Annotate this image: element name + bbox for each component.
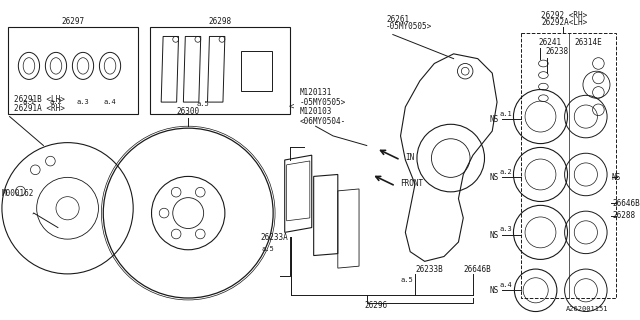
Text: 26233B: 26233B xyxy=(415,265,443,274)
Bar xyxy=(521,33,616,298)
Text: A262001151: A262001151 xyxy=(566,306,608,312)
Text: 26300: 26300 xyxy=(177,107,200,116)
Text: 26238: 26238 xyxy=(545,47,568,56)
Bar xyxy=(8,27,138,114)
Text: 26291A <RH>: 26291A <RH> xyxy=(15,104,65,113)
Text: 26261: 26261 xyxy=(386,15,409,24)
Text: a.5: a.5 xyxy=(401,277,413,283)
Text: a.5: a.5 xyxy=(196,101,209,107)
Text: a.4: a.4 xyxy=(499,282,512,287)
Text: M000162: M000162 xyxy=(2,189,35,198)
Text: -05MY0505>: -05MY0505> xyxy=(386,22,432,31)
Bar xyxy=(150,27,289,114)
Text: 26298: 26298 xyxy=(208,17,231,26)
Text: 26646B: 26646B xyxy=(613,199,640,208)
Text: a.2: a.2 xyxy=(499,169,512,175)
Text: -05MY0505>: -05MY0505> xyxy=(299,98,346,107)
Text: 26296: 26296 xyxy=(365,301,388,310)
Text: 26241: 26241 xyxy=(538,38,562,47)
Text: NS: NS xyxy=(490,115,499,124)
Text: 26233A: 26233A xyxy=(260,233,289,242)
Bar xyxy=(241,51,272,92)
Text: 26297: 26297 xyxy=(61,17,84,26)
Text: NS: NS xyxy=(490,286,499,295)
Text: a.1: a.1 xyxy=(22,99,35,105)
Text: M120131: M120131 xyxy=(299,88,332,97)
Text: 26646B: 26646B xyxy=(463,265,491,274)
Text: IN: IN xyxy=(405,153,415,162)
Text: a.2: a.2 xyxy=(50,99,62,105)
Text: M120103: M120103 xyxy=(299,107,332,116)
Text: a.3: a.3 xyxy=(499,227,512,233)
Text: NS: NS xyxy=(612,173,621,182)
Text: a.1: a.1 xyxy=(499,111,512,117)
Text: a.4: a.4 xyxy=(104,99,116,105)
Text: 26288: 26288 xyxy=(613,212,636,220)
Text: NS: NS xyxy=(490,173,499,182)
Text: <: < xyxy=(289,102,294,111)
Text: <06MY0504-: <06MY0504- xyxy=(299,117,346,126)
Text: a.5: a.5 xyxy=(262,246,275,252)
Text: a.3: a.3 xyxy=(77,99,90,105)
Text: NS: NS xyxy=(490,231,499,240)
Text: 26292 <RH>: 26292 <RH> xyxy=(541,11,588,20)
Text: FRONT: FRONT xyxy=(401,179,424,188)
Text: 26291B <LH>: 26291B <LH> xyxy=(15,95,65,104)
Text: 26314E: 26314E xyxy=(575,38,603,47)
Text: 26292A<LH>: 26292A<LH> xyxy=(541,19,588,28)
